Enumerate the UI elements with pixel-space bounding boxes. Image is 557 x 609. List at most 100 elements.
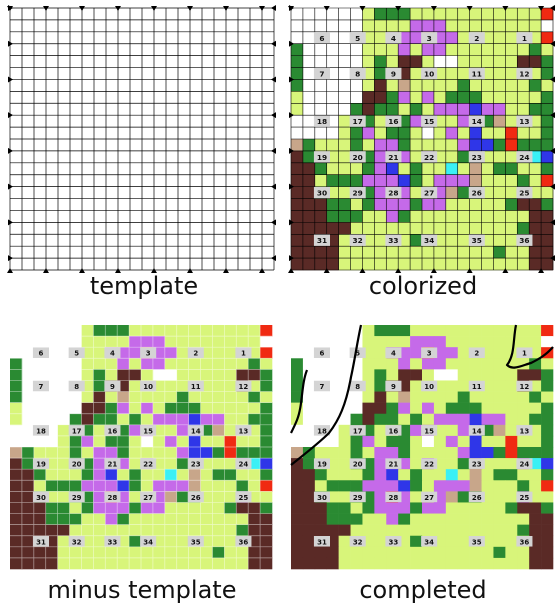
grid-cell — [291, 557, 304, 570]
grid-cell — [338, 458, 351, 470]
grid-cell — [362, 19, 375, 33]
grid-cell — [260, 546, 273, 559]
grid-cell — [362, 347, 375, 359]
square-label: 27 — [424, 189, 434, 198]
grid-cell — [291, 139, 304, 152]
grid-cell — [117, 491, 130, 503]
square-label-box — [385, 458, 402, 469]
grid-cell — [541, 246, 554, 259]
grid-cell — [224, 369, 237, 381]
grid-cell — [517, 502, 530, 514]
grid-cell — [260, 480, 273, 492]
tick-mark — [79, 268, 85, 273]
grid-cell — [326, 258, 339, 271]
grid-cell — [541, 19, 554, 33]
grid-cell — [302, 358, 316, 370]
grid-cell — [176, 435, 189, 448]
grid-cell — [374, 413, 387, 426]
grid-cell — [326, 513, 339, 525]
grid-cell — [212, 435, 225, 448]
square-label-box — [468, 347, 485, 358]
grid-cell — [529, 524, 542, 537]
grid-cell — [386, 413, 399, 426]
grid-cell — [374, 222, 387, 235]
square-label: 33 — [388, 236, 398, 245]
grid-cell — [493, 91, 506, 104]
square-label: 10 — [424, 383, 434, 391]
square-label-box — [313, 491, 331, 503]
grid-cell — [93, 380, 106, 392]
square-label: 10 — [143, 383, 153, 391]
square-label-box — [32, 491, 50, 503]
grid-cell — [517, 413, 530, 426]
grid-cell — [398, 258, 411, 271]
square-label-box — [104, 425, 121, 436]
grid-cell — [493, 469, 506, 481]
grid-cell — [445, 369, 459, 381]
square-label-box — [313, 32, 331, 44]
grid-cell — [33, 546, 47, 559]
grid-cell — [291, 458, 304, 470]
grid-cell — [374, 31, 387, 45]
tick-mark — [151, 268, 157, 273]
tick-mark — [323, 6, 330, 11]
grid-cell — [176, 546, 189, 559]
grid-cell — [398, 55, 411, 68]
square-label: 9 — [391, 70, 396, 79]
square-label-box — [516, 458, 533, 469]
grid-cell — [517, 391, 530, 403]
grid-cell — [314, 162, 328, 176]
grid-cell — [314, 325, 328, 337]
grid-cell — [129, 325, 142, 337]
grid-cell — [291, 246, 304, 259]
grid-cell — [176, 480, 189, 492]
square-label: 32 — [72, 538, 82, 546]
grid-cell — [481, 380, 494, 392]
grid-cell — [117, 391, 130, 403]
grid-cell — [398, 79, 411, 92]
grid-cell — [164, 535, 178, 548]
grid-cell — [422, 369, 435, 381]
grid-cell — [338, 435, 351, 448]
grid-cell — [469, 502, 482, 514]
grid-cell — [517, 8, 530, 21]
grid-cell — [224, 402, 237, 415]
grid-cell — [517, 524, 530, 537]
grid-cell — [212, 413, 225, 426]
grid-cell — [81, 502, 94, 514]
grid-cell — [236, 413, 249, 426]
grid-cell — [224, 424, 237, 437]
grid-cell — [302, 43, 316, 56]
grid-cell — [481, 79, 494, 92]
grid-cell — [386, 198, 399, 211]
grid-cell — [445, 186, 459, 199]
grid-cell — [457, 67, 470, 80]
grid-cell — [493, 258, 506, 271]
square-label: 4 — [110, 350, 115, 358]
grid-cell — [457, 491, 470, 503]
grid-cell — [541, 91, 554, 104]
grid-cell — [236, 402, 249, 415]
grid-cell — [457, 246, 470, 259]
square-label: 35 — [472, 538, 482, 546]
tick-mark — [359, 6, 366, 11]
grid-cell — [433, 513, 447, 525]
grid-cell — [10, 380, 23, 392]
grid-cell — [410, 557, 423, 570]
grid-cell — [248, 557, 261, 570]
grid-cell — [433, 358, 447, 370]
grid-cell — [398, 8, 411, 21]
grid-cell — [481, 546, 494, 559]
grid-cell — [422, 43, 435, 56]
grid-cell — [469, 469, 482, 481]
grid-cell — [410, 19, 423, 33]
grid-cell — [69, 557, 82, 570]
grid-cell — [422, 358, 435, 370]
grid-cell — [410, 402, 423, 415]
grid-cell — [224, 435, 237, 448]
grid-cell — [433, 402, 447, 415]
grid-cell — [248, 469, 261, 481]
grid-cell — [422, 139, 435, 152]
